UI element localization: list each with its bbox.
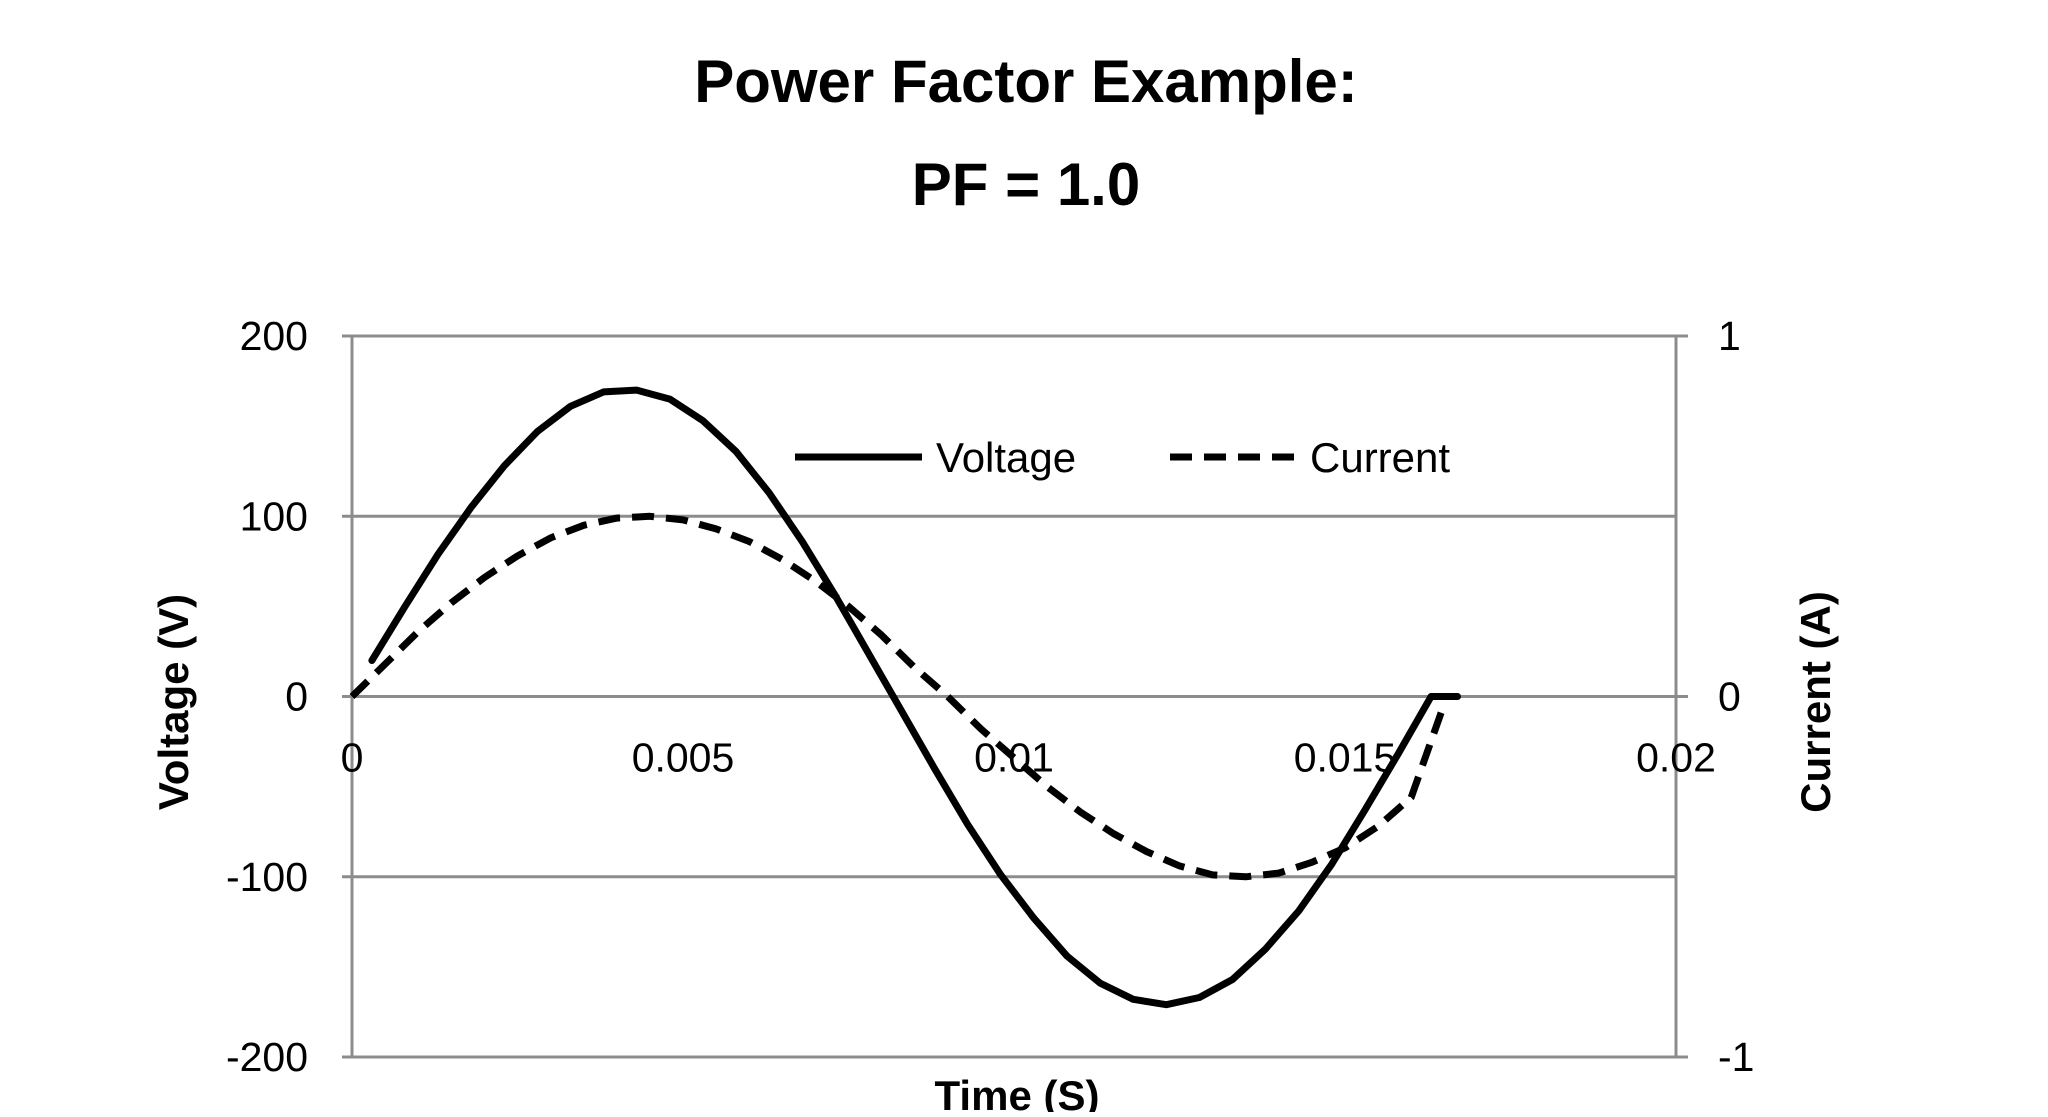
y-tick-label: -100 [226,854,308,900]
y2-tick-label: -1 [1718,1034,1754,1080]
series-lines [349,386,1461,1009]
legend-current-label: Current [1310,434,1450,481]
y-tick-label: 100 [240,493,308,539]
series-line-voltage [368,386,1461,1009]
series-line-current [349,512,1448,881]
x-tick-label: 0.005 [632,735,735,781]
y2-axis-title: Current (A) [1792,591,1839,813]
legend-voltage-label: Voltage [936,434,1076,481]
legend: Voltage Current [795,434,1450,481]
x-axis-title: Time (S) [935,1072,1100,1112]
y-tick-label: -200 [226,1034,308,1080]
x-tick-label: 0.02 [1636,735,1716,781]
y-tick-label: 0 [285,674,308,720]
chart-subtitle: PF = 1.0 [912,151,1140,218]
gridlines [352,334,1676,1059]
y2-tick-label: 0 [1718,674,1741,720]
chart-title: Power Factor Example: [694,48,1358,115]
y2-tick-label: 1 [1718,313,1741,359]
y-tick-label: 200 [240,313,308,359]
y-axis-title: Voltage (V) [150,594,197,810]
x-tick-label: 0 [341,735,364,781]
x-tick-label: 0.015 [1294,735,1397,781]
